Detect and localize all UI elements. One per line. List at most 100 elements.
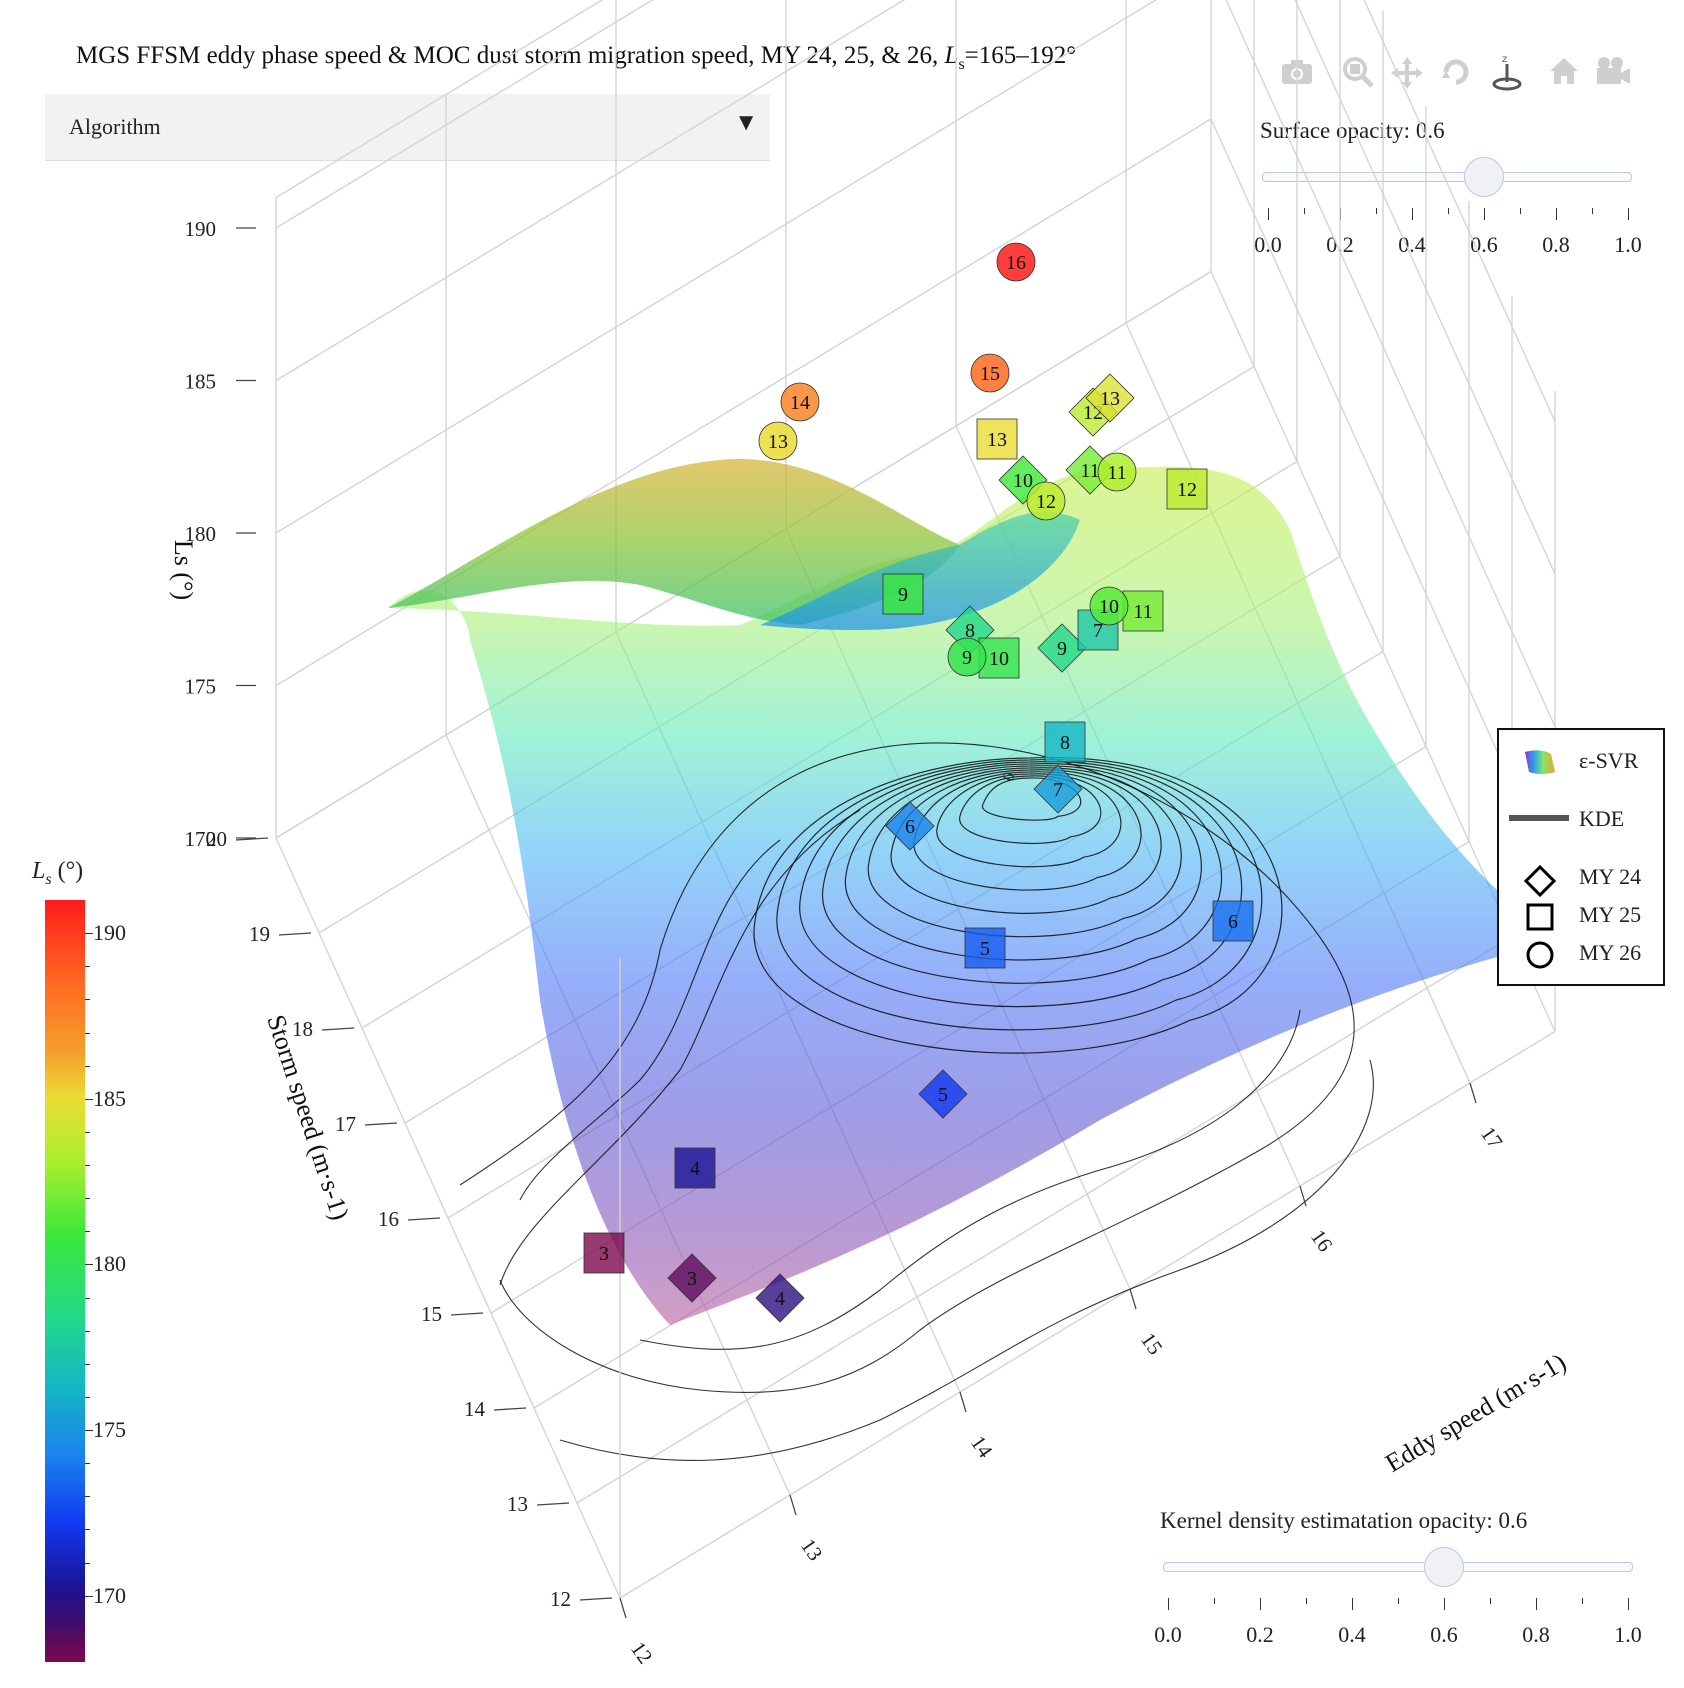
colorbar-tick xyxy=(85,999,90,1001)
marker-circle[interactable]: 9 xyxy=(947,637,987,677)
marker-label: 7 xyxy=(1093,620,1103,642)
slider-minor-tick xyxy=(1592,208,1593,214)
marker-label: 9 xyxy=(898,584,908,606)
kde-opacity-label: Kernel density estimatation opacity: 0.6 xyxy=(1160,1508,1528,1533)
pan-icon[interactable] xyxy=(1390,56,1424,90)
square-shape xyxy=(1212,900,1254,942)
algorithm-dropdown[interactable]: Algorithm ▼ xyxy=(45,94,770,161)
marker-diamond[interactable]: 13 xyxy=(1085,373,1135,423)
diamond-shape xyxy=(667,1253,717,1303)
zoom-icon[interactable] xyxy=(1342,56,1374,88)
marker-circle[interactable]: 11 xyxy=(1097,452,1137,492)
modebar: z xyxy=(1280,52,1660,92)
kde-contour-line xyxy=(639,1009,1301,1350)
svr-surface-ridge xyxy=(388,459,960,625)
legend-item-my26[interactable]: MY 26 xyxy=(1499,936,1663,970)
marker-label: 7 xyxy=(1053,779,1063,801)
surface-opacity-label: Surface opacity: 0.6 xyxy=(1260,118,1445,143)
marker-label: 4 xyxy=(690,1158,700,1180)
marker-label: 16 xyxy=(1006,252,1026,274)
slider-tick xyxy=(1628,208,1629,220)
marker-circle[interactable]: 14 xyxy=(780,382,820,422)
kde-contour-line xyxy=(459,742,1355,1394)
colorbar-tick xyxy=(85,966,90,968)
colorbar-tick xyxy=(85,1463,90,1465)
circle-shape xyxy=(758,421,798,461)
marker-circle[interactable]: 16 xyxy=(996,242,1036,282)
marker-diamond[interactable]: 4 xyxy=(755,1273,805,1323)
kde-opacity-track[interactable] xyxy=(1163,1562,1633,1572)
colorbar-tick xyxy=(85,1396,90,1398)
storm-axis-tick-label: 19 xyxy=(249,922,270,946)
colorbar-tick-label: 190 xyxy=(93,920,126,946)
marker-circle[interactable]: 13 xyxy=(758,421,798,461)
marker-label: 9 xyxy=(1057,638,1067,660)
video-camera-icon[interactable] xyxy=(1594,56,1632,86)
colorbar-tick xyxy=(85,1231,90,1233)
kde-contour-line xyxy=(499,809,861,1286)
turntable-icon[interactable]: z xyxy=(1490,52,1524,92)
slider-minor-tick xyxy=(1214,1598,1215,1604)
diamond-shape xyxy=(918,1069,968,1119)
storm-axis-tick xyxy=(579,1597,613,1601)
surface-opacity-knob[interactable] xyxy=(1464,157,1504,197)
marker-square[interactable]: 8 xyxy=(1044,721,1086,763)
square-shape xyxy=(976,418,1018,460)
colorbar-tick-label: 185 xyxy=(93,1085,126,1111)
marker-square[interactable]: 4 xyxy=(674,1147,716,1189)
marker-label: 13 xyxy=(987,429,1007,451)
marker-label: 10 xyxy=(1013,470,1033,492)
circle-shape xyxy=(780,382,820,422)
slider-tick-label: 0.0 xyxy=(1154,1622,1182,1647)
storm-axis-tick-label: 12 xyxy=(550,1587,571,1611)
colorbar-tick xyxy=(85,1165,90,1167)
marker-diamond[interactable]: 6 xyxy=(885,801,935,851)
marker-diamond[interactable]: 7 xyxy=(1033,764,1083,814)
kde-contour-line xyxy=(799,761,1243,1008)
chart-title-ls-sub: s xyxy=(958,56,965,73)
colorbar-tick xyxy=(85,1595,93,1597)
slider-tick xyxy=(1484,208,1485,220)
marker-square[interactable]: 11 xyxy=(1122,590,1164,632)
legend-item-my25[interactable]: MY 25 xyxy=(1499,898,1663,932)
svr-surface-main xyxy=(388,466,1560,1325)
marker-square[interactable]: 12 xyxy=(1166,468,1208,510)
marker-square[interactable]: 5 xyxy=(964,927,1006,969)
marker-circle[interactable]: 10 xyxy=(1089,586,1129,626)
marker-label: 5 xyxy=(938,1084,948,1106)
kde-opacity-knob[interactable] xyxy=(1424,1547,1464,1587)
orbit-icon[interactable] xyxy=(1440,56,1472,88)
colorbar-tick xyxy=(85,1562,90,1564)
marker-circle[interactable]: 15 xyxy=(970,353,1010,393)
slider-tick-label: 0.8 xyxy=(1522,1622,1550,1647)
home-icon[interactable] xyxy=(1548,56,1580,86)
grid-line xyxy=(275,0,1158,534)
marker-diamond[interactable]: 5 xyxy=(918,1069,968,1119)
square-shape xyxy=(1044,721,1086,763)
kde-contour-line xyxy=(913,771,1142,891)
marker-label: 13 xyxy=(768,431,788,453)
legend-item-svr[interactable]: ε-SVR xyxy=(1499,744,1663,778)
slider-tick xyxy=(1412,208,1413,220)
circle-icon xyxy=(1526,941,1554,969)
storm-axis-tick xyxy=(493,1407,527,1411)
marker-diamond[interactable]: 3 xyxy=(667,1253,717,1303)
colorbar-tick-label: 170 xyxy=(93,1582,126,1608)
legend-item-my24[interactable]: MY 24 xyxy=(1499,860,1663,898)
marker-square[interactable]: 6 xyxy=(1212,900,1254,942)
diamond-shape xyxy=(885,801,935,851)
legend-item-kde[interactable]: KDE xyxy=(1499,802,1663,836)
storm-axis-tick-label: 14 xyxy=(464,1397,486,1421)
marker-square[interactable]: 13 xyxy=(976,418,1018,460)
legend: ε-SVR KDE MY 24 MY 25 MY 26 xyxy=(1497,728,1665,986)
slider-tick xyxy=(1260,1598,1261,1610)
square-shape xyxy=(674,1147,716,1189)
surface-icon xyxy=(1525,750,1555,774)
marker-square[interactable]: 9 xyxy=(882,573,924,615)
storm-axis-tick xyxy=(450,1312,484,1316)
marker-circle[interactable]: 12 xyxy=(1026,481,1066,521)
marker-square[interactable]: 3 xyxy=(583,1232,625,1274)
z-axis-tick-label: 185 xyxy=(185,370,217,394)
